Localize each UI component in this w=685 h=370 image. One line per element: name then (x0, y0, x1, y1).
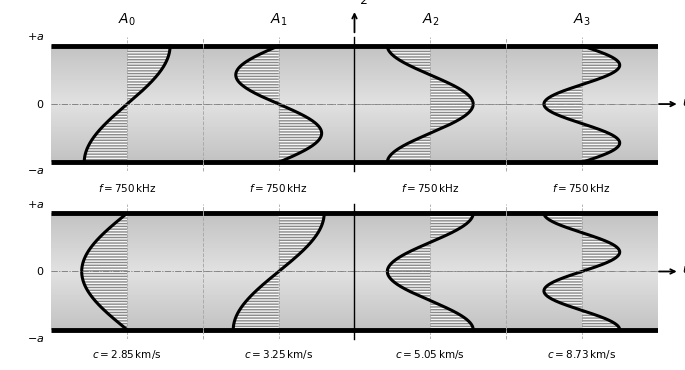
Text: $f = 750\,\mathrm{kHz}$: $f = 750\,\mathrm{kHz}$ (401, 182, 460, 194)
Text: $0$: $0$ (36, 266, 45, 278)
Text: $A_1$: $A_1$ (270, 11, 288, 28)
Text: $u_z$: $u_z$ (682, 265, 685, 278)
Text: $0$: $0$ (36, 98, 45, 110)
Text: $A_0$: $A_0$ (119, 11, 136, 28)
Text: $f = 750\,\mathrm{kHz}$: $f = 750\,\mathrm{kHz}$ (98, 182, 157, 194)
Text: $c = 5.05\,\mathrm{km/s}$: $c = 5.05\,\mathrm{km/s}$ (395, 348, 465, 361)
Text: $c = 3.25\,\mathrm{km/s}$: $c = 3.25\,\mathrm{km/s}$ (244, 348, 313, 361)
Text: $c = 2.85\,\mathrm{km/s}$: $c = 2.85\,\mathrm{km/s}$ (92, 348, 162, 361)
Text: $A_3$: $A_3$ (573, 11, 590, 28)
Text: $+a$: $+a$ (27, 31, 45, 43)
Text: $f = 750\,\mathrm{kHz}$: $f = 750\,\mathrm{kHz}$ (249, 182, 308, 194)
Text: $f = 750\,\mathrm{kHz}$: $f = 750\,\mathrm{kHz}$ (552, 182, 611, 194)
Text: $-a$: $-a$ (27, 333, 45, 344)
Text: $A_2$: $A_2$ (421, 11, 439, 28)
Text: $z$: $z$ (360, 0, 369, 7)
Text: $c = 8.73\,\mathrm{km/s}$: $c = 8.73\,\mathrm{km/s}$ (547, 348, 616, 361)
Text: $u_x$: $u_x$ (682, 98, 685, 111)
Text: $-a$: $-a$ (27, 166, 45, 176)
Text: $+a$: $+a$ (27, 199, 45, 210)
